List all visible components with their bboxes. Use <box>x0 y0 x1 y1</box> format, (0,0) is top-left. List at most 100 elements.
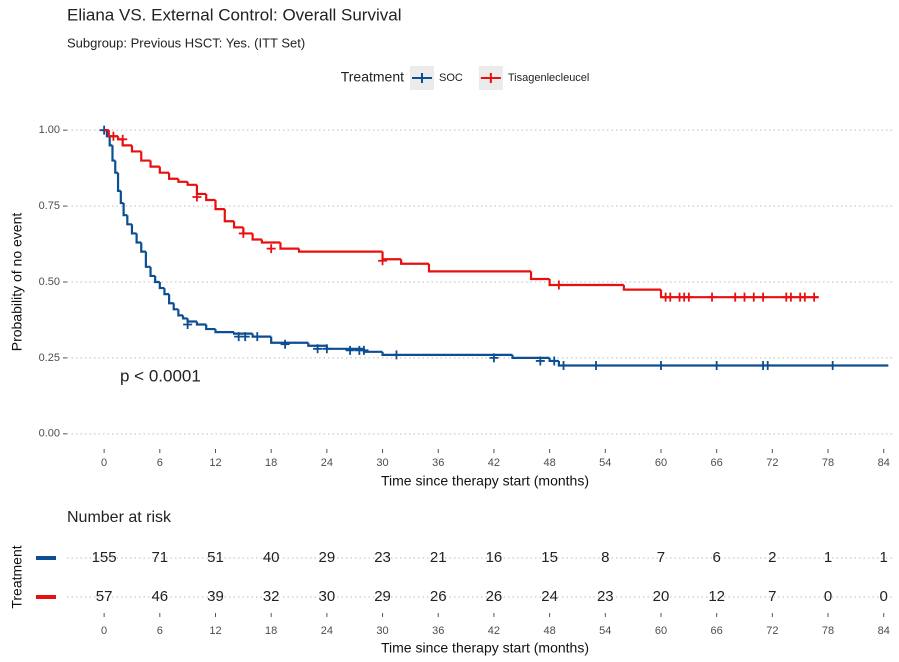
censor-mark <box>313 344 323 354</box>
x-tick-label: 84 <box>878 457 890 469</box>
y-tick-label: 1.00 <box>39 124 60 136</box>
censor-mark <box>378 256 388 266</box>
survival-step <box>325 345 364 350</box>
censor-mark <box>684 292 694 302</box>
y-tick-label: 0.50 <box>39 276 60 288</box>
survival-step <box>121 139 132 147</box>
survival-step <box>622 285 661 291</box>
censor-mark <box>591 361 601 370</box>
survival-step <box>400 259 429 265</box>
risk-count: 29 <box>374 588 391 605</box>
risk-count: 15 <box>541 549 558 566</box>
x-tick-label: 48 <box>543 457 555 469</box>
censor-mark <box>740 292 750 302</box>
censor-mark <box>108 131 118 141</box>
censor-mark <box>238 228 248 238</box>
x-tick-label: 66 <box>711 457 723 469</box>
x-tick-label: 12 <box>209 625 221 637</box>
survival-step <box>144 251 151 268</box>
survival-step <box>205 193 216 202</box>
risk-count: 29 <box>319 549 336 566</box>
censor-mark <box>489 353 499 363</box>
survival-step <box>140 242 146 253</box>
survival-step <box>529 271 550 281</box>
censor-mark <box>665 292 675 302</box>
censor-mark <box>280 339 290 349</box>
survival-step <box>149 266 156 278</box>
survival-step <box>214 200 225 211</box>
survival-step <box>279 242 300 250</box>
survival-step <box>195 184 207 196</box>
censor-mark <box>266 244 276 254</box>
risk-count: 46 <box>151 588 168 605</box>
risk-count: 21 <box>430 549 447 566</box>
legend-symbol <box>412 73 432 83</box>
risk-count: 32 <box>263 588 280 605</box>
censor-mark <box>730 292 740 302</box>
x-tick-label: 30 <box>376 457 388 469</box>
survival-step <box>427 263 532 273</box>
survival-step <box>557 360 889 367</box>
annotation: p < 0.0001 <box>120 366 201 385</box>
x-tick-label: 60 <box>655 457 667 469</box>
risk-count: 20 <box>653 588 670 605</box>
survival-step <box>177 178 188 183</box>
censor-mark <box>549 356 559 366</box>
y-axis-label: Probability of no event <box>9 213 25 352</box>
x-tick-label: 54 <box>599 625 611 637</box>
censor-mark <box>183 320 193 330</box>
censor-mark <box>554 280 564 290</box>
survival-step <box>154 275 160 284</box>
survival-step <box>232 221 244 229</box>
x-tick-label: 48 <box>543 625 555 637</box>
y-tick-label: 0.00 <box>39 428 60 440</box>
y-tick-label: 0.25 <box>39 352 60 364</box>
x-tick-label: 0 <box>101 457 107 469</box>
survival-step <box>172 303 179 311</box>
censor-mark <box>359 345 369 355</box>
survival-step <box>205 324 216 331</box>
x-tick-label: 12 <box>209 457 221 469</box>
survival-step <box>251 233 262 241</box>
risk-count: 7 <box>768 588 776 605</box>
survival-step <box>158 282 165 290</box>
survival-step <box>140 151 151 162</box>
x-tick-label: 6 <box>157 625 163 637</box>
x-tick-label: 72 <box>766 625 778 637</box>
x-tick-label: 0 <box>101 625 107 637</box>
risk-count: 71 <box>151 549 168 566</box>
survival-step <box>186 318 197 323</box>
survival-step <box>511 354 550 360</box>
survival-step <box>167 172 179 180</box>
x-tick-label: 24 <box>321 457 333 469</box>
x-tick-label: 84 <box>878 625 890 637</box>
survival-step <box>548 278 624 287</box>
censor-mark <box>800 292 810 302</box>
risk-count: 26 <box>486 588 503 605</box>
risk-count: 0 <box>880 588 888 605</box>
chart-subtitle: Subgroup: Previous HSCT: Yes. (ITT Set) <box>67 35 305 50</box>
legend-label: Tisagenlecleucel <box>508 72 590 84</box>
survival-step <box>111 145 116 162</box>
survival-step <box>270 336 309 344</box>
legend-symbol <box>480 73 501 83</box>
survival-step <box>307 342 327 347</box>
survival-step <box>122 203 128 217</box>
censor-mark <box>535 356 545 366</box>
survival-step <box>163 288 170 296</box>
survival-step <box>158 166 170 174</box>
survival-step <box>119 190 124 205</box>
survival-step <box>242 227 253 235</box>
survival-step <box>108 136 113 147</box>
censor-mark <box>391 350 401 360</box>
risk-count: 24 <box>541 588 558 605</box>
x-tick-label: 42 <box>488 625 500 637</box>
risk-count: 23 <box>597 588 614 605</box>
x-tick-label: 42 <box>488 457 500 469</box>
risk-count: 16 <box>486 549 503 566</box>
x-tick-label: 18 <box>265 625 277 637</box>
survival-step <box>195 321 207 326</box>
risk-count: 155 <box>92 549 117 566</box>
survival-step <box>232 332 253 335</box>
